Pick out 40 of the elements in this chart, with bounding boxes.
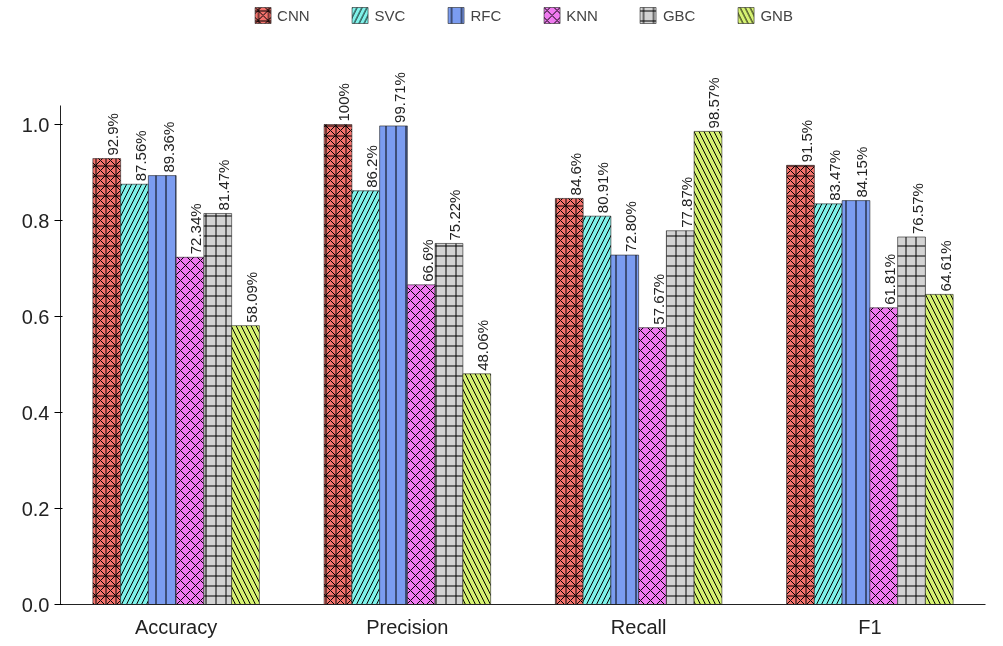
- data-label: 100%: [335, 83, 353, 122]
- data-label: 66.6%: [418, 239, 436, 282]
- data-label: 81.47%: [215, 159, 233, 211]
- data-label: 58.09%: [243, 271, 260, 323]
- data-label: 72.34%: [187, 203, 205, 255]
- x-tick-label: F1: [858, 615, 882, 638]
- data-label: 64.61%: [936, 240, 954, 292]
- data-label: 57.67%: [650, 273, 667, 325]
- data-label: 92.9%: [104, 113, 122, 156]
- data-label: 61.81%: [881, 253, 899, 305]
- data-label: 91.5%: [798, 119, 815, 163]
- legend-label: KNN: [566, 6, 598, 24]
- data-label: 84.15%: [853, 146, 871, 198]
- y-tick-label: 0.2: [21, 497, 50, 520]
- y-tick-label: 0.4: [21, 401, 50, 424]
- x-tick-label: Precision: [366, 615, 449, 638]
- data-label: 83.47%: [825, 150, 843, 201]
- data-label: 87.56%: [132, 130, 149, 182]
- data-label: 76.57%: [909, 183, 926, 234]
- y-tick-label: 0.6: [21, 305, 50, 328]
- data-label: 75.22%: [446, 189, 464, 241]
- legend-label: GBC: [662, 6, 696, 24]
- data-label: 99.71%: [391, 72, 408, 123]
- data-label: 98.57%: [705, 77, 723, 129]
- legend-label: RFC: [470, 6, 502, 24]
- legend-label: GNB: [760, 6, 793, 24]
- y-tick-label: 0.8: [21, 209, 50, 232]
- data-label: 80.91%: [594, 162, 612, 214]
- y-tick-label: 0.0: [21, 593, 50, 616]
- legend-label: SVC: [374, 6, 406, 24]
- data-label: 48.06%: [474, 319, 492, 371]
- data-label: 84.6%: [566, 152, 584, 196]
- data-label: 72.80%: [622, 201, 640, 253]
- legend-label: CNN: [277, 6, 310, 24]
- data-label: 89.36%: [159, 121, 177, 173]
- x-tick-label: Accuracy: [135, 615, 218, 638]
- y-tick-label: 1.0: [21, 113, 50, 136]
- data-label: 77.87%: [677, 176, 695, 228]
- x-tick-label: Recall: [610, 615, 667, 638]
- data-label: 86.2%: [363, 145, 381, 188]
